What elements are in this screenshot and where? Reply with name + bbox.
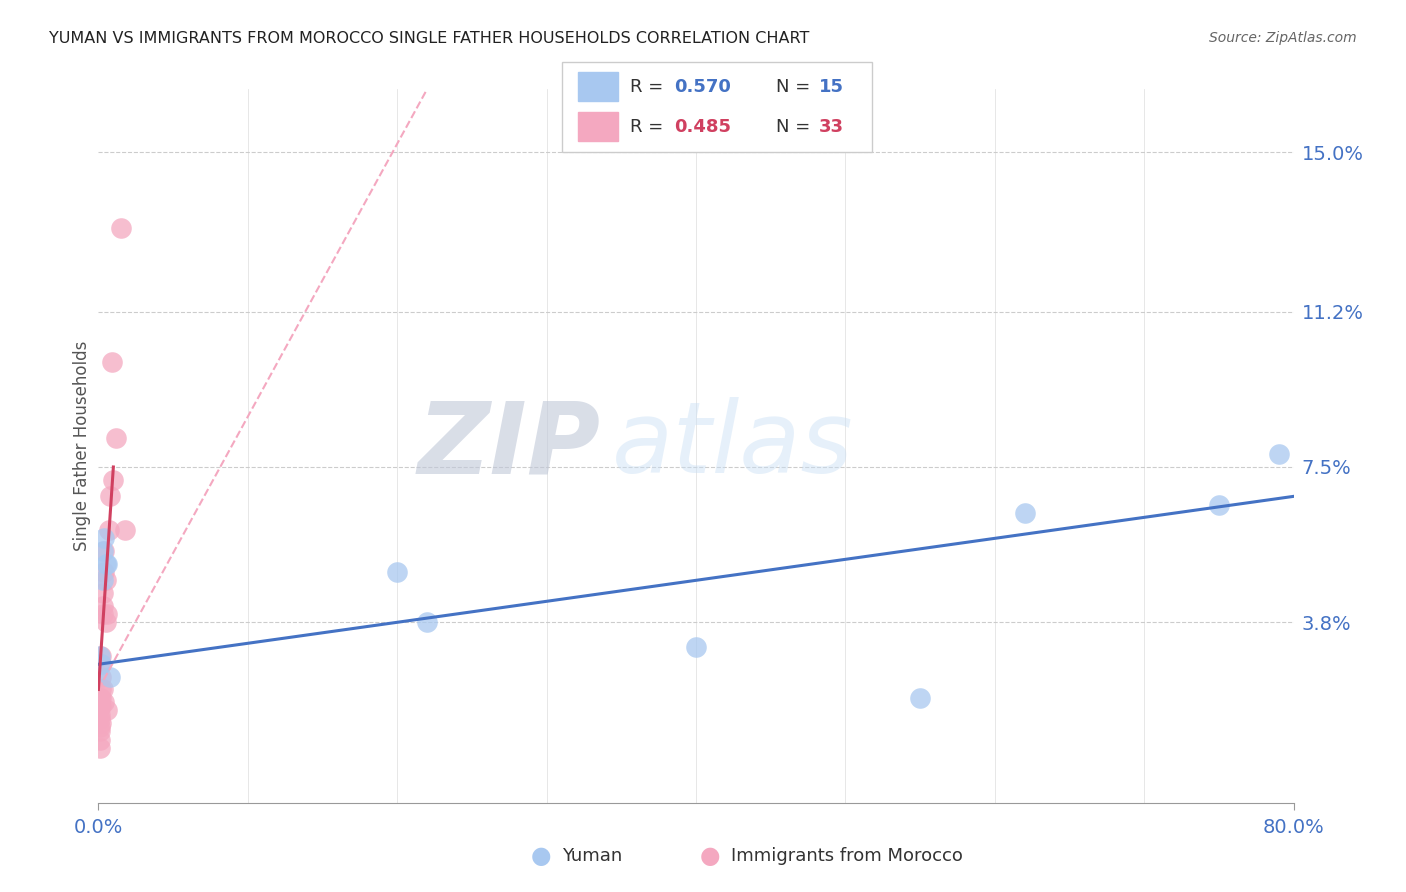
Point	[105, 431, 128, 445]
Point	[90, 690, 112, 705]
Text: Source: ZipAtlas.com: Source: ZipAtlas.com	[1209, 31, 1357, 45]
Text: 33: 33	[820, 118, 844, 136]
Bar	[578, 72, 619, 101]
Point	[93, 544, 115, 558]
Y-axis label: Single Father Households: Single Father Households	[73, 341, 91, 551]
Point	[91, 599, 114, 613]
Text: YUMAN VS IMMIGRANTS FROM MOROCCO SINGLE FATHER HOUSEHOLDS CORRELATION CHART: YUMAN VS IMMIGRANTS FROM MOROCCO SINGLE …	[49, 31, 810, 46]
Point	[114, 523, 136, 537]
Point	[90, 699, 112, 714]
Point	[90, 682, 112, 697]
Point	[91, 544, 114, 558]
Point	[96, 557, 118, 571]
Point	[90, 657, 112, 672]
Point	[1267, 447, 1289, 461]
Text: ●: ●	[700, 845, 720, 868]
Point	[100, 489, 122, 503]
Point	[89, 741, 111, 756]
Text: R =: R =	[630, 78, 669, 95]
Point	[89, 699, 111, 714]
Point	[385, 565, 409, 579]
Bar	[578, 112, 619, 141]
Point	[908, 690, 931, 705]
Point	[97, 523, 120, 537]
Point	[90, 657, 112, 672]
Point	[110, 220, 132, 235]
Point	[91, 682, 114, 697]
Text: 0.485: 0.485	[673, 118, 731, 136]
Text: ZIP: ZIP	[418, 398, 600, 494]
Point	[1208, 498, 1230, 512]
Point	[93, 565, 115, 579]
Text: Yuman: Yuman	[562, 847, 623, 865]
Point	[96, 607, 118, 621]
Text: Immigrants from Morocco: Immigrants from Morocco	[731, 847, 963, 865]
Point	[89, 690, 111, 705]
Point	[89, 720, 111, 734]
Point	[93, 532, 115, 546]
Text: 0.570: 0.570	[673, 78, 731, 95]
Point	[93, 695, 115, 709]
Point	[90, 716, 112, 731]
Text: N =: N =	[776, 118, 815, 136]
Point	[89, 712, 111, 726]
Point	[89, 707, 111, 722]
Text: R =: R =	[630, 118, 669, 136]
Point	[1014, 506, 1036, 520]
Text: 15: 15	[820, 78, 844, 95]
Point	[94, 615, 117, 630]
Text: ●: ●	[531, 845, 551, 868]
Point	[96, 703, 118, 717]
Point	[91, 586, 114, 600]
Point	[94, 574, 117, 588]
Point	[103, 473, 125, 487]
Point	[101, 355, 124, 369]
Point	[90, 648, 112, 663]
Point	[685, 640, 707, 655]
Point	[100, 670, 122, 684]
Text: atlas: atlas	[613, 398, 853, 494]
Point	[90, 670, 112, 684]
Point	[416, 615, 439, 630]
Point	[94, 557, 117, 571]
Point	[91, 607, 114, 621]
Text: N =: N =	[776, 78, 815, 95]
Point	[89, 648, 111, 663]
Point	[91, 574, 114, 588]
Point	[89, 732, 111, 747]
Point	[89, 724, 111, 739]
